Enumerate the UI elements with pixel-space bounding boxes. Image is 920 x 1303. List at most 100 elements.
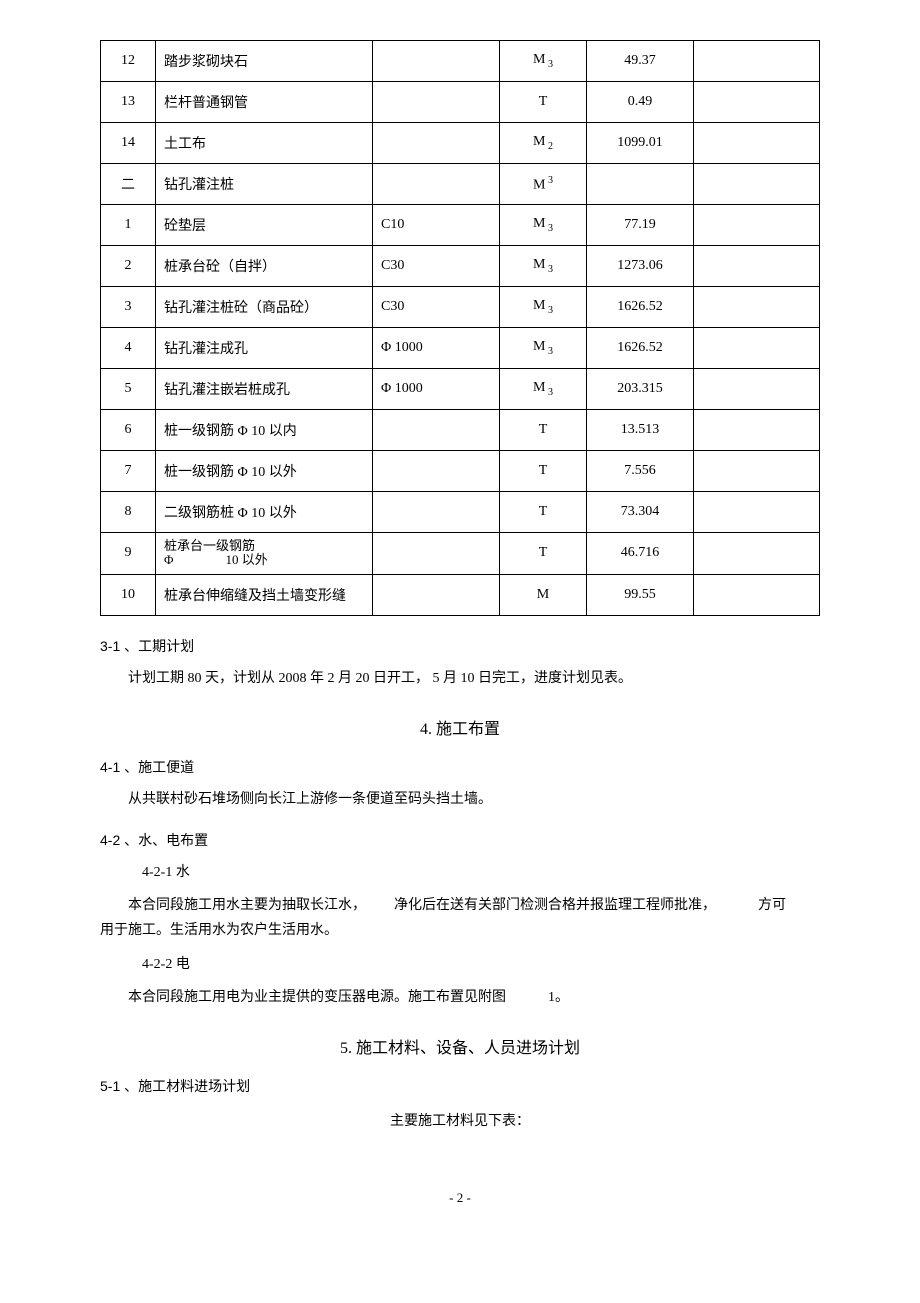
cell-value: 13.513 xyxy=(587,410,694,451)
table-row: 10桩承台伸缩缝及挡土墙变形缝M99.55 xyxy=(101,574,820,615)
cell-name: 桩一级钢筋 Φ 10 以外 xyxy=(156,451,373,492)
table-row: 二钻孔灌注桩 M 3 xyxy=(101,164,820,205)
cell-unit: T xyxy=(500,451,587,492)
cell-value: 49.37 xyxy=(587,41,694,82)
cell-remark xyxy=(694,451,820,492)
cell-spec: Φ 1000 xyxy=(373,328,500,369)
cell-index: 14 xyxy=(101,123,156,164)
cell-remark xyxy=(694,328,820,369)
cell-remark xyxy=(694,205,820,246)
table-row: 2桩承台砼（自拌）C30M 31273.06 xyxy=(101,246,820,287)
cell-spec: C30 xyxy=(373,246,500,287)
cell-unit: M 3 xyxy=(500,41,587,82)
cell-remark xyxy=(694,41,820,82)
cell-unit: M 3 xyxy=(500,164,587,205)
quantity-table: 12踏步浆砌块石M 349.3713栏杆普通钢管T0.4914土工布M 2109… xyxy=(100,40,820,616)
cell-spec xyxy=(373,492,500,533)
cell-spec xyxy=(373,410,500,451)
cell-name: 桩一级钢筋 Φ 10 以内 xyxy=(156,410,373,451)
cell-value: 77.19 xyxy=(587,205,694,246)
cell-spec: C10 xyxy=(373,205,500,246)
cell-spec: Φ 1000 xyxy=(373,369,500,410)
cell-index: 10 xyxy=(101,574,156,615)
cell-unit: M 3 xyxy=(500,369,587,410)
cell-unit: M 3 xyxy=(500,287,587,328)
cell-name: 桩承台伸缩缝及挡土墙变形缝 xyxy=(156,574,373,615)
sec-4-2-1-title: 4-2-1 水 xyxy=(100,860,820,885)
cell-name: 钻孔灌注成孔 xyxy=(156,328,373,369)
table-row: 4钻孔灌注成孔Φ 1000M 31626.52 xyxy=(101,328,820,369)
cell-name: 桩承台一级钢筋Φ 10 以外 xyxy=(156,533,373,575)
heading-5: 5. 施工材料、设备、人员进场计划 xyxy=(100,1034,820,1058)
cell-name: 土工布 xyxy=(156,123,373,164)
cell-remark xyxy=(694,574,820,615)
table-row: 13栏杆普通钢管 T0.49 xyxy=(101,82,820,123)
cell-remark xyxy=(694,82,820,123)
cell-name: 钻孔灌注嵌岩桩成孔 xyxy=(156,369,373,410)
cell-spec: C30 xyxy=(373,287,500,328)
cell-value: 203.315 xyxy=(587,369,694,410)
cell-remark xyxy=(694,410,820,451)
sec-4-1-title: 4-1 、施工便道 xyxy=(100,757,820,777)
cell-index: 8 xyxy=(101,492,156,533)
cell-remark xyxy=(694,492,820,533)
sec-5-1-title: 5-1 、施工材料进场计划 xyxy=(100,1076,820,1096)
cell-unit: M 3 xyxy=(500,205,587,246)
cell-name: 二级钢筋桩 Φ 10 以外 xyxy=(156,492,373,533)
cell-unit: T xyxy=(500,533,587,575)
cell-index: 13 xyxy=(101,82,156,123)
table-row: 5钻孔灌注嵌岩桩成孔Φ 1000M 3203.315 xyxy=(101,369,820,410)
cell-name: 踏步浆砌块石 xyxy=(156,41,373,82)
cell-unit: M 2 xyxy=(500,123,587,164)
cell-index: 二 xyxy=(101,164,156,205)
cell-unit: T xyxy=(500,82,587,123)
cell-value: 1626.52 xyxy=(587,328,694,369)
cell-index: 5 xyxy=(101,369,156,410)
cell-remark xyxy=(694,246,820,287)
cell-spec xyxy=(373,123,500,164)
cell-remark xyxy=(694,123,820,164)
sec-4-2-title: 4-2 、水、电布置 xyxy=(100,830,820,850)
table-row: 6桩一级钢筋 Φ 10 以内 T13.513 xyxy=(101,410,820,451)
cell-name: 栏杆普通钢管 xyxy=(156,82,373,123)
cell-name: 桩承台砼（自拌） xyxy=(156,246,373,287)
table-row: 14土工布M 21099.01 xyxy=(101,123,820,164)
table-row: 1砼垫层C10M 377.19 xyxy=(101,205,820,246)
cell-value: 0.49 xyxy=(587,82,694,123)
cell-value: 46.716 xyxy=(587,533,694,575)
cell-remark xyxy=(694,533,820,575)
cell-unit: T xyxy=(500,410,587,451)
cell-unit: T xyxy=(500,492,587,533)
cell-spec xyxy=(373,82,500,123)
cell-value xyxy=(587,164,694,205)
cell-name: 砼垫层 xyxy=(156,205,373,246)
cell-unit: M 3 xyxy=(500,328,587,369)
table-row: 12踏步浆砌块石M 349.37 xyxy=(101,41,820,82)
sec-4-2-2-body: 本合同段施工用电为业主提供的变压器电源。施工布置见附图 1。 xyxy=(100,985,820,1010)
sec-4-1-body: 从共联村砂石堆场侧向长江上游修一条便道至码头挡土墙。 xyxy=(100,787,820,812)
cell-index: 2 xyxy=(101,246,156,287)
cell-value: 1273.06 xyxy=(587,246,694,287)
cell-index: 4 xyxy=(101,328,156,369)
cell-remark xyxy=(694,164,820,205)
cell-value: 1626.52 xyxy=(587,287,694,328)
sec-4-2-2-title: 4-2-2 电 xyxy=(100,952,820,977)
cell-remark xyxy=(694,287,820,328)
table-row: 7桩一级钢筋 Φ 10 以外T7.556 xyxy=(101,451,820,492)
cell-spec xyxy=(373,41,500,82)
cell-spec xyxy=(373,451,500,492)
cell-name: 钻孔灌注桩 xyxy=(156,164,373,205)
sec-3-1-body: 计划工期 80 天，计划从 2008 年 2 月 20 日开工， 5 月 10 … xyxy=(100,666,820,691)
cell-spec xyxy=(373,533,500,575)
cell-name: 钻孔灌注桩砼（商品砼） xyxy=(156,287,373,328)
sec-4-2-1-p2: 用于施工。生活用水为农户生活用水。 xyxy=(100,923,338,938)
cell-index: 9 xyxy=(101,533,156,575)
cell-index: 3 xyxy=(101,287,156,328)
cell-value: 73.304 xyxy=(587,492,694,533)
table-row: 3钻孔灌注桩砼（商品砼）C30M 31626.52 xyxy=(101,287,820,328)
page-number: - 2 - xyxy=(100,1190,820,1206)
cell-index: 6 xyxy=(101,410,156,451)
table-row: 9桩承台一级钢筋Φ 10 以外 T46.716 xyxy=(101,533,820,575)
sec-5-1-body: 主要施工材料见下表： xyxy=(100,1110,820,1130)
cell-spec xyxy=(373,574,500,615)
